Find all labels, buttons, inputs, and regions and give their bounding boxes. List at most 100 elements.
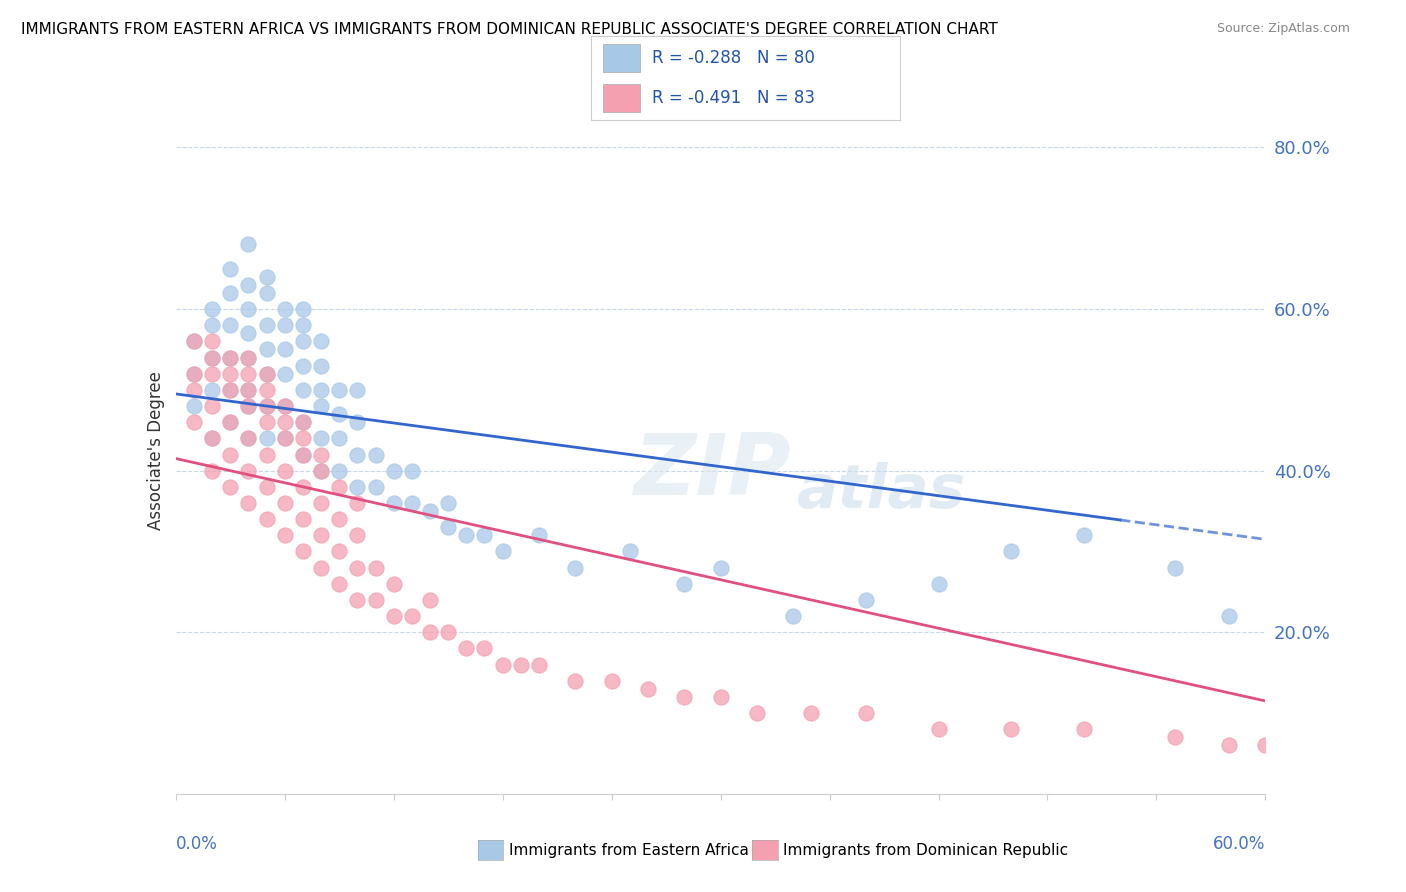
Point <box>238 277 260 292</box>
Point <box>201 367 224 381</box>
Point <box>219 383 242 397</box>
Point <box>382 576 405 591</box>
Point <box>309 334 332 349</box>
Point <box>309 383 332 397</box>
Point <box>256 448 278 462</box>
Point <box>309 431 332 445</box>
Text: R = -0.491   N = 83: R = -0.491 N = 83 <box>652 89 815 107</box>
Point <box>274 301 297 316</box>
Point <box>183 415 205 429</box>
Point <box>346 383 368 397</box>
Point <box>256 480 278 494</box>
Point <box>474 641 496 656</box>
Bar <box>603 84 640 112</box>
Point <box>291 301 314 316</box>
Point <box>328 512 350 526</box>
Point <box>309 359 332 373</box>
Point <box>201 301 224 316</box>
Point <box>928 723 950 737</box>
Point <box>346 560 368 574</box>
Point <box>710 690 733 704</box>
Point <box>437 625 460 640</box>
Point <box>238 237 260 252</box>
Point <box>928 576 950 591</box>
Point <box>492 657 515 672</box>
Text: Source: ZipAtlas.com: Source: ZipAtlas.com <box>1216 22 1350 36</box>
Point <box>1218 739 1240 753</box>
Text: IMMIGRANTS FROM EASTERN AFRICA VS IMMIGRANTS FROM DOMINICAN REPUBLIC ASSOCIATE'S: IMMIGRANTS FROM EASTERN AFRICA VS IMMIGR… <box>21 22 998 37</box>
Point <box>201 431 224 445</box>
Point <box>328 480 350 494</box>
Point <box>309 448 332 462</box>
Point <box>291 448 314 462</box>
Point <box>291 480 314 494</box>
Point <box>274 464 297 478</box>
Point <box>437 496 460 510</box>
Point <box>256 383 278 397</box>
Point <box>238 351 260 365</box>
Point <box>219 261 242 276</box>
Point <box>219 318 242 333</box>
Point <box>274 343 297 357</box>
Point <box>401 496 423 510</box>
Point <box>256 399 278 413</box>
Point <box>346 528 368 542</box>
Point <box>509 657 531 672</box>
Point <box>219 448 242 462</box>
Point <box>291 512 314 526</box>
Point <box>745 706 768 720</box>
Point <box>855 706 877 720</box>
Point <box>201 351 224 365</box>
Point <box>256 318 278 333</box>
Point <box>401 609 423 624</box>
Point <box>673 690 696 704</box>
Point <box>1163 731 1185 745</box>
Point <box>274 399 297 413</box>
Point <box>238 399 260 413</box>
Point <box>1163 560 1185 574</box>
Point <box>256 415 278 429</box>
Point <box>309 464 332 478</box>
Point <box>219 351 242 365</box>
Point <box>364 560 387 574</box>
Point <box>219 480 242 494</box>
Point <box>256 343 278 357</box>
Point <box>364 448 387 462</box>
Point <box>183 334 205 349</box>
Point <box>274 496 297 510</box>
Point <box>527 528 550 542</box>
Point <box>183 399 205 413</box>
Point <box>238 464 260 478</box>
Point <box>274 318 297 333</box>
Point <box>183 383 205 397</box>
Point <box>238 383 260 397</box>
Point <box>346 496 368 510</box>
Point <box>274 367 297 381</box>
Point <box>291 334 314 349</box>
Point <box>238 383 260 397</box>
Point <box>183 367 205 381</box>
Point <box>328 464 350 478</box>
Point <box>219 367 242 381</box>
Point <box>219 351 242 365</box>
Y-axis label: Associate's Degree: Associate's Degree <box>146 371 165 530</box>
Text: Immigrants from Eastern Africa: Immigrants from Eastern Africa <box>509 843 749 857</box>
Point <box>201 399 224 413</box>
Point <box>219 383 242 397</box>
Text: R = -0.288   N = 80: R = -0.288 N = 80 <box>652 49 815 67</box>
Point <box>855 593 877 607</box>
Point <box>274 431 297 445</box>
Point <box>219 285 242 300</box>
Point <box>346 593 368 607</box>
Point <box>291 544 314 558</box>
Point <box>274 399 297 413</box>
Point <box>382 464 405 478</box>
Point <box>364 593 387 607</box>
Point <box>256 399 278 413</box>
Text: Immigrants from Dominican Republic: Immigrants from Dominican Republic <box>783 843 1069 857</box>
Point <box>238 496 260 510</box>
Point <box>710 560 733 574</box>
Point <box>382 496 405 510</box>
Point <box>419 593 441 607</box>
Point <box>1073 723 1095 737</box>
